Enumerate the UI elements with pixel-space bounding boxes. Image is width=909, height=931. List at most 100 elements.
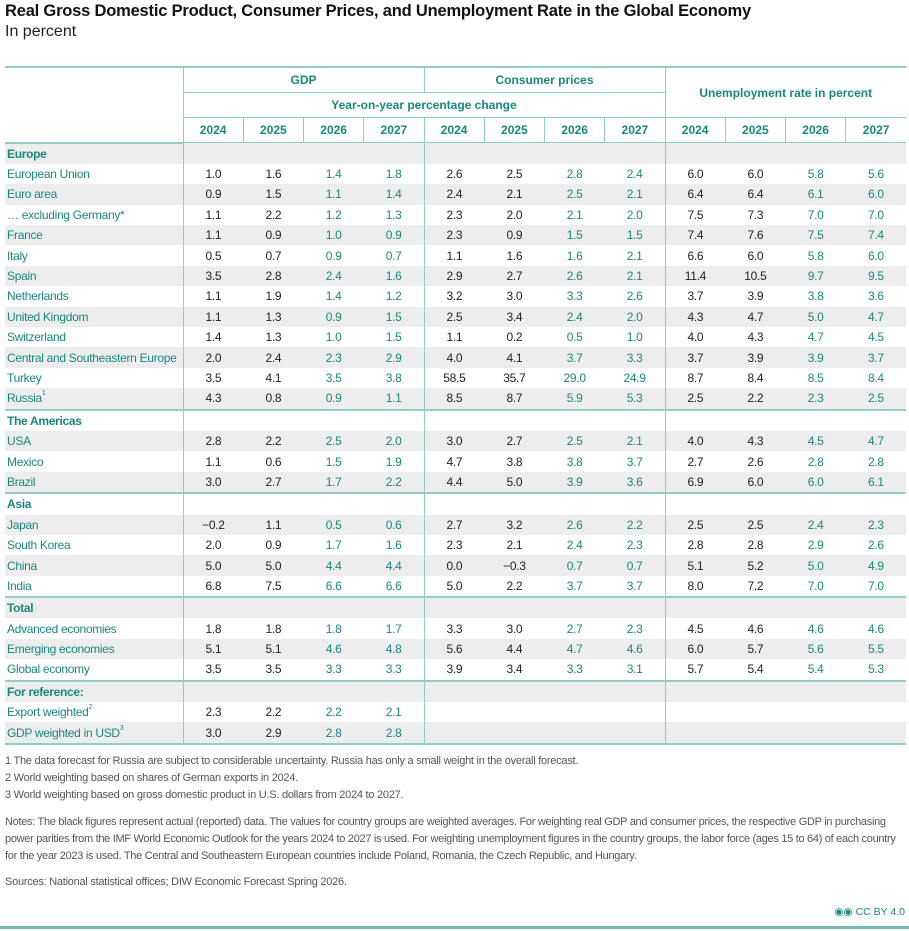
value-cell: 2.6	[626, 289, 643, 304]
empty-cell	[605, 410, 665, 431]
empty-cell	[725, 493, 785, 514]
value-cell	[544, 722, 605, 745]
empty-cell	[786, 493, 846, 514]
value-cell: 1.7	[303, 471, 364, 495]
value-cell: 7.6	[725, 225, 786, 246]
row-label-text: China	[7, 558, 37, 573]
value-cell: 8.4	[747, 370, 764, 385]
value-cell: 2.4	[566, 538, 583, 553]
value-cell: 1.6	[566, 248, 583, 263]
empty-cell	[845, 680, 906, 703]
empty-cell	[363, 142, 424, 164]
value-cell: 2.4	[626, 167, 643, 182]
value-cell: 7.3	[747, 207, 764, 222]
value-cell: 5.9	[544, 388, 605, 411]
value-cell: 2.6	[544, 514, 605, 535]
value-cell: 2.1	[385, 705, 402, 720]
value-cell: 5.6	[785, 638, 846, 660]
empty-cell	[303, 597, 364, 619]
empty-cell	[243, 680, 304, 703]
value-cell: 0.7	[544, 555, 605, 576]
empty-cell	[725, 410, 785, 431]
row-label: Russia1	[5, 388, 183, 411]
value-cell: 8.5	[807, 370, 824, 385]
value-cell: 1.4	[363, 184, 424, 205]
value-cell: 2.8	[807, 454, 824, 469]
row-label: Italy	[5, 245, 183, 265]
section-header-row: Europe	[5, 142, 906, 164]
table-row: Central and Southeastern Europe 2.0 2.4 2.3…	[5, 347, 906, 368]
row-label: Brazil	[5, 471, 183, 495]
value-cell: 8.0	[664, 575, 726, 599]
value-cell: 4.4	[363, 555, 424, 576]
value-cell: 0.9	[303, 306, 364, 328]
footnote-1: 1 The data forecast for Russia are subje…	[5, 755, 579, 767]
value-cell: 2.5	[544, 184, 605, 205]
header-consumer-prices: Consumer prices	[423, 66, 665, 93]
value-cell: 2.7	[484, 430, 545, 452]
value-cell: 2.8	[747, 538, 764, 553]
value-cell: 4.4	[484, 638, 545, 660]
table-row: Japan −0.2 1.1 0.5 0.6 2.7 3.2 2.6 2.2 2.5 2.5 2.4 2…	[5, 514, 906, 535]
value-cell	[605, 702, 665, 722]
value-cell: 3.3	[544, 659, 605, 682]
row-label: Emerging economies	[5, 638, 183, 660]
value-cell: 2.4	[785, 514, 846, 535]
value-cell: 2.8	[664, 534, 726, 556]
value-cell: 3.6	[867, 289, 884, 304]
value-cell: 4.5	[785, 430, 846, 452]
value-cell: 4.5	[664, 618, 726, 639]
value-cell: 3.3	[566, 289, 583, 304]
value-cell: 7.4	[664, 225, 726, 246]
value-cell: 1.6	[265, 167, 282, 182]
value-cell: 2.1	[604, 184, 665, 205]
row-label: Japan	[5, 514, 183, 535]
empty-cell	[664, 493, 726, 515]
value-cell: 1.0	[626, 330, 643, 345]
value-cell: 1.3	[265, 330, 282, 345]
row-label-text: Switzerland	[7, 330, 66, 345]
value-cell: 6.1	[785, 184, 846, 205]
value-cell: 0.9	[243, 225, 304, 246]
row-label-text: Spain	[7, 269, 37, 284]
value-cell: 9.7	[785, 265, 846, 287]
table-row: China 5.0 5.0 4.4 4.4 0.0 −0.3 0.7 0.7 5.1 5.2 5.0 4…	[5, 555, 906, 576]
value-cell: 1.9	[385, 454, 402, 469]
value-cell: 2.6	[423, 163, 485, 185]
value-cell: 1.1	[182, 306, 244, 328]
empty-cell	[664, 597, 726, 619]
empty-cell	[423, 597, 485, 619]
value-cell: 3.7	[626, 454, 643, 469]
value-cell	[423, 702, 485, 723]
value-cell: 2.3	[423, 225, 485, 246]
table-body: Europe European Union 1.0 1.6 1.4 1.8 2.6 2.5 2.…	[5, 142, 906, 745]
table-row: Russia1 4.3 0.8 0.9 1.1 8.5 8.7 5.9 5.3 2.5 2.2 2.3…	[5, 388, 906, 411]
value-cell: 7.0	[845, 575, 906, 599]
empty-cell	[785, 680, 846, 703]
license-label: CC BY 4.0	[855, 906, 905, 918]
value-cell: 35.7	[503, 370, 526, 385]
value-cell: 4.6	[867, 621, 884, 636]
value-cell: 5.0	[484, 471, 545, 495]
row-label-text: United Kingdom	[7, 309, 89, 324]
value-cell: 1.6	[363, 265, 424, 287]
table-row: Netherlands 1.1 1.9 1.4 1.2 3.2 3.0 3.3 2.6 3.7 3.…	[5, 286, 906, 307]
value-cell: 3.1	[604, 659, 665, 682]
value-cell: 4.5	[867, 330, 884, 345]
value-cell: 2.9	[807, 538, 824, 553]
empty-cell	[786, 410, 846, 431]
value-cell: 4.8	[363, 638, 424, 660]
empty-cell	[845, 142, 906, 164]
value-cell: 5.0	[423, 575, 485, 599]
row-label: Central and Southeastern Europe	[5, 347, 183, 368]
section-header-row: Total	[5, 597, 906, 619]
value-cell: 1.8	[182, 618, 244, 639]
value-cell: 3.0	[182, 471, 244, 495]
value-cell: 3.9	[423, 659, 485, 682]
value-cell: 5.6	[867, 167, 884, 182]
value-cell: 1.7	[325, 538, 342, 553]
value-cell: 2.9	[363, 347, 424, 368]
row-label: France	[5, 225, 183, 246]
value-cell: 3.5	[182, 265, 244, 287]
value-cell: 5.2	[725, 555, 786, 576]
